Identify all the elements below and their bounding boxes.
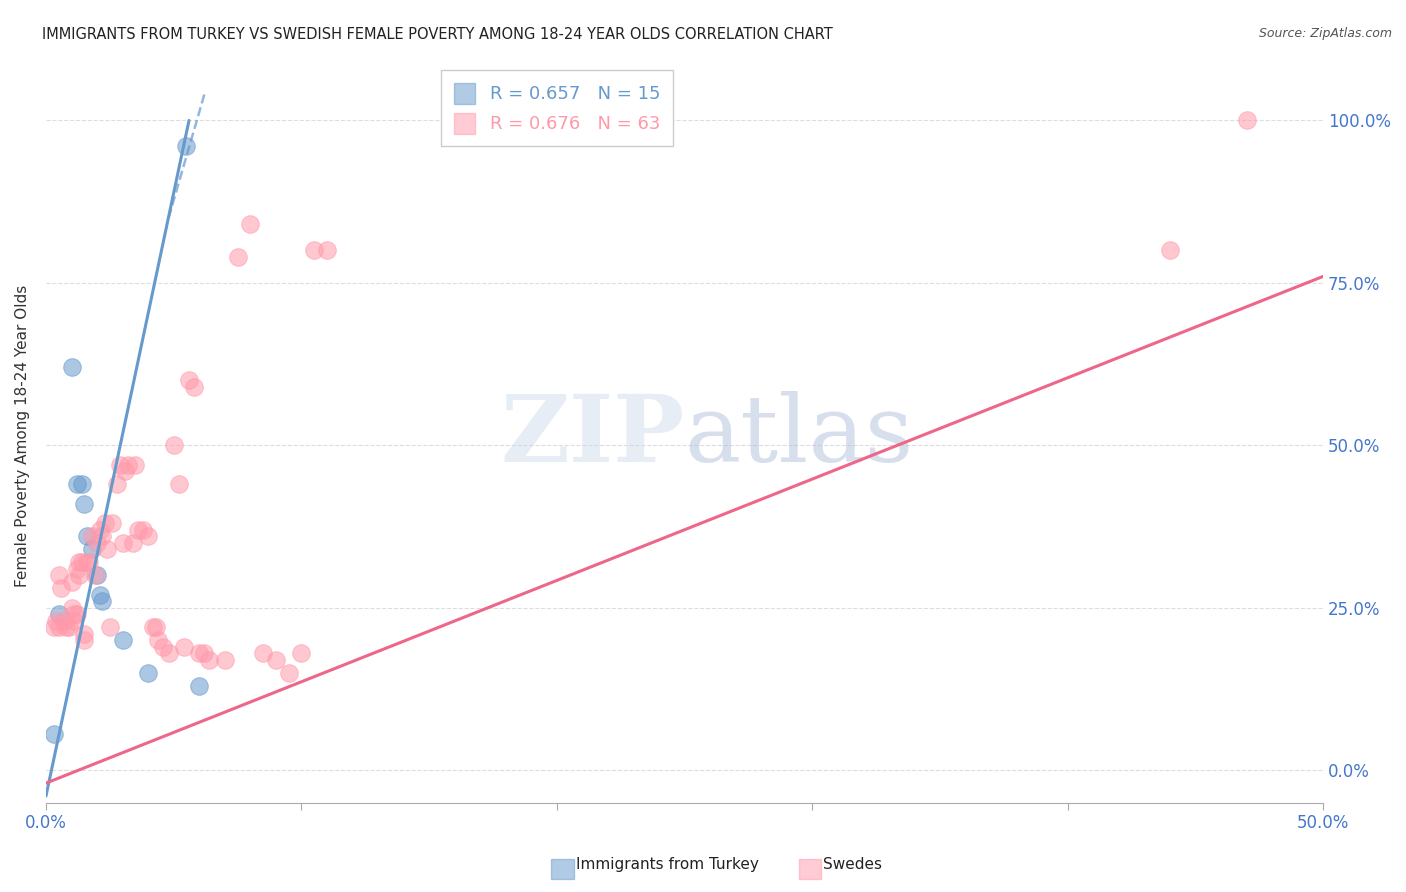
Point bbox=[83, 568, 105, 582]
Point bbox=[188, 646, 211, 660]
Text: atlas: atlas bbox=[685, 391, 914, 481]
Point bbox=[48, 620, 70, 634]
Legend: R = 0.657   N = 15, R = 0.676   N = 63: R = 0.657 N = 15, R = 0.676 N = 63 bbox=[441, 70, 673, 146]
Point bbox=[45, 614, 67, 628]
Point bbox=[60, 360, 83, 375]
Point bbox=[63, 614, 86, 628]
Point bbox=[60, 574, 83, 589]
Point bbox=[80, 529, 103, 543]
Point bbox=[173, 640, 195, 654]
Point bbox=[163, 438, 186, 452]
Point bbox=[73, 633, 96, 648]
Text: ZIP: ZIP bbox=[501, 391, 685, 481]
Point bbox=[214, 653, 236, 667]
Point bbox=[252, 646, 274, 660]
Point bbox=[302, 244, 325, 258]
Point bbox=[65, 477, 87, 491]
Point bbox=[132, 523, 155, 537]
Point bbox=[239, 218, 262, 232]
Point bbox=[76, 555, 98, 569]
Point bbox=[1159, 244, 1181, 258]
Point bbox=[290, 646, 312, 660]
Point bbox=[98, 620, 121, 634]
Point bbox=[70, 477, 93, 491]
Point bbox=[121, 535, 143, 549]
Point bbox=[183, 380, 205, 394]
Point bbox=[117, 458, 139, 472]
Point bbox=[108, 458, 131, 472]
Point bbox=[136, 529, 159, 543]
Point bbox=[42, 727, 65, 741]
Text: IMMIGRANTS FROM TURKEY VS SWEDISH FEMALE POVERTY AMONG 18-24 YEAR OLDS CORRELATI: IMMIGRANTS FROM TURKEY VS SWEDISH FEMALE… bbox=[42, 27, 832, 42]
Point bbox=[89, 588, 111, 602]
Point bbox=[226, 250, 249, 264]
Point bbox=[58, 620, 80, 634]
Point bbox=[70, 555, 93, 569]
Point bbox=[198, 653, 221, 667]
Text: Immigrants from Turkey: Immigrants from Turkey bbox=[576, 857, 759, 872]
Y-axis label: Female Poverty Among 18-24 Year Olds: Female Poverty Among 18-24 Year Olds bbox=[15, 285, 30, 587]
Point bbox=[124, 458, 146, 472]
Point bbox=[48, 568, 70, 582]
Point bbox=[48, 607, 70, 622]
Point bbox=[89, 523, 111, 537]
Point bbox=[79, 555, 101, 569]
Point bbox=[101, 516, 124, 531]
Point bbox=[316, 244, 339, 258]
Point bbox=[91, 594, 114, 608]
Point bbox=[127, 523, 149, 537]
Point bbox=[51, 581, 73, 595]
Point bbox=[96, 542, 118, 557]
Point bbox=[91, 529, 114, 543]
Point bbox=[76, 529, 98, 543]
Point bbox=[86, 535, 108, 549]
Point bbox=[142, 620, 165, 634]
Point bbox=[67, 555, 90, 569]
Point bbox=[65, 562, 87, 576]
Point bbox=[63, 607, 86, 622]
Point bbox=[188, 679, 211, 693]
Point bbox=[65, 607, 87, 622]
Point bbox=[136, 665, 159, 680]
Point bbox=[176, 139, 198, 153]
Point bbox=[111, 633, 134, 648]
Point bbox=[167, 477, 190, 491]
Point bbox=[145, 620, 167, 634]
Point bbox=[1236, 113, 1258, 128]
Point bbox=[107, 477, 129, 491]
Point bbox=[86, 568, 108, 582]
Point bbox=[264, 653, 287, 667]
Point bbox=[148, 633, 170, 648]
Point bbox=[157, 646, 180, 660]
Point bbox=[193, 646, 215, 660]
Point bbox=[93, 516, 115, 531]
Point bbox=[55, 620, 77, 634]
Point bbox=[73, 626, 96, 640]
Point bbox=[152, 640, 174, 654]
Point bbox=[111, 535, 134, 549]
Point bbox=[177, 373, 200, 387]
Text: Source: ZipAtlas.com: Source: ZipAtlas.com bbox=[1258, 27, 1392, 40]
Point bbox=[73, 497, 96, 511]
Point bbox=[67, 568, 90, 582]
Point bbox=[60, 600, 83, 615]
Point bbox=[52, 614, 75, 628]
Point bbox=[114, 464, 136, 478]
Point bbox=[42, 620, 65, 634]
Point bbox=[277, 665, 299, 680]
Text: Swedes: Swedes bbox=[823, 857, 882, 872]
Point bbox=[80, 542, 103, 557]
